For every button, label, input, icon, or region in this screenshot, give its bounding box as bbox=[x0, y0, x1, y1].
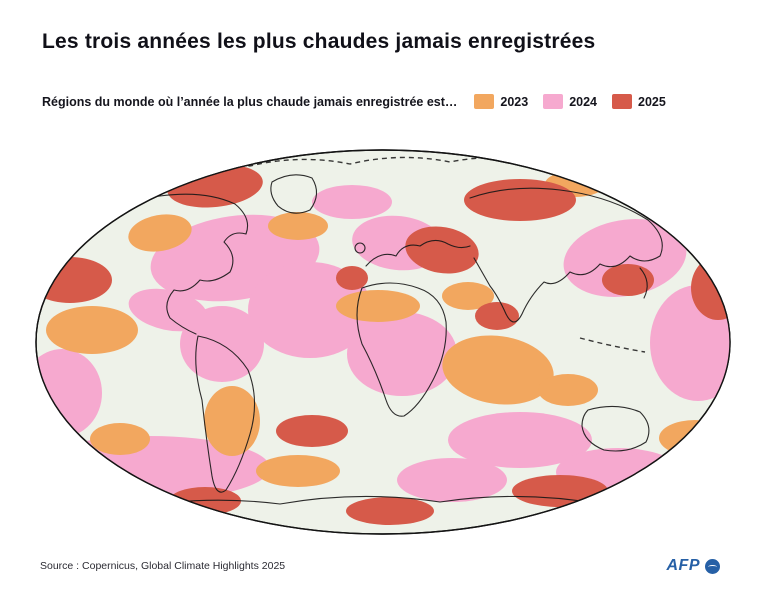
source-credit: Source : Copernicus, Global Climate High… bbox=[40, 560, 286, 572]
page-title: Les trois années les plus chaudes jamais… bbox=[42, 30, 596, 53]
legend-item-2024: 2024 bbox=[543, 94, 597, 109]
afp-globe-icon bbox=[705, 558, 720, 574]
legend-item-2025: 2025 bbox=[612, 94, 666, 109]
legend-swatch-2023 bbox=[474, 94, 495, 109]
legend: Régions du monde où l’année la plus chau… bbox=[42, 94, 730, 109]
legend-year-2023: 2023 bbox=[500, 94, 529, 109]
world-map bbox=[0, 138, 760, 546]
legend-label: Régions du monde où l’année la plus chau… bbox=[42, 94, 458, 109]
footer: Source : Copernicus, Global Climate High… bbox=[0, 557, 760, 575]
legend-swatch-2024 bbox=[543, 94, 564, 109]
legend-year-2024: 2024 bbox=[569, 94, 598, 109]
legend-item-2023: 2023 bbox=[474, 94, 528, 109]
world-map-svg bbox=[35, 149, 731, 535]
legend-swatch-2025 bbox=[612, 94, 633, 109]
afp-logo: AFP bbox=[666, 557, 720, 575]
afp-logo-text: AFP bbox=[666, 557, 700, 574]
legend-year-2025: 2025 bbox=[638, 94, 666, 109]
